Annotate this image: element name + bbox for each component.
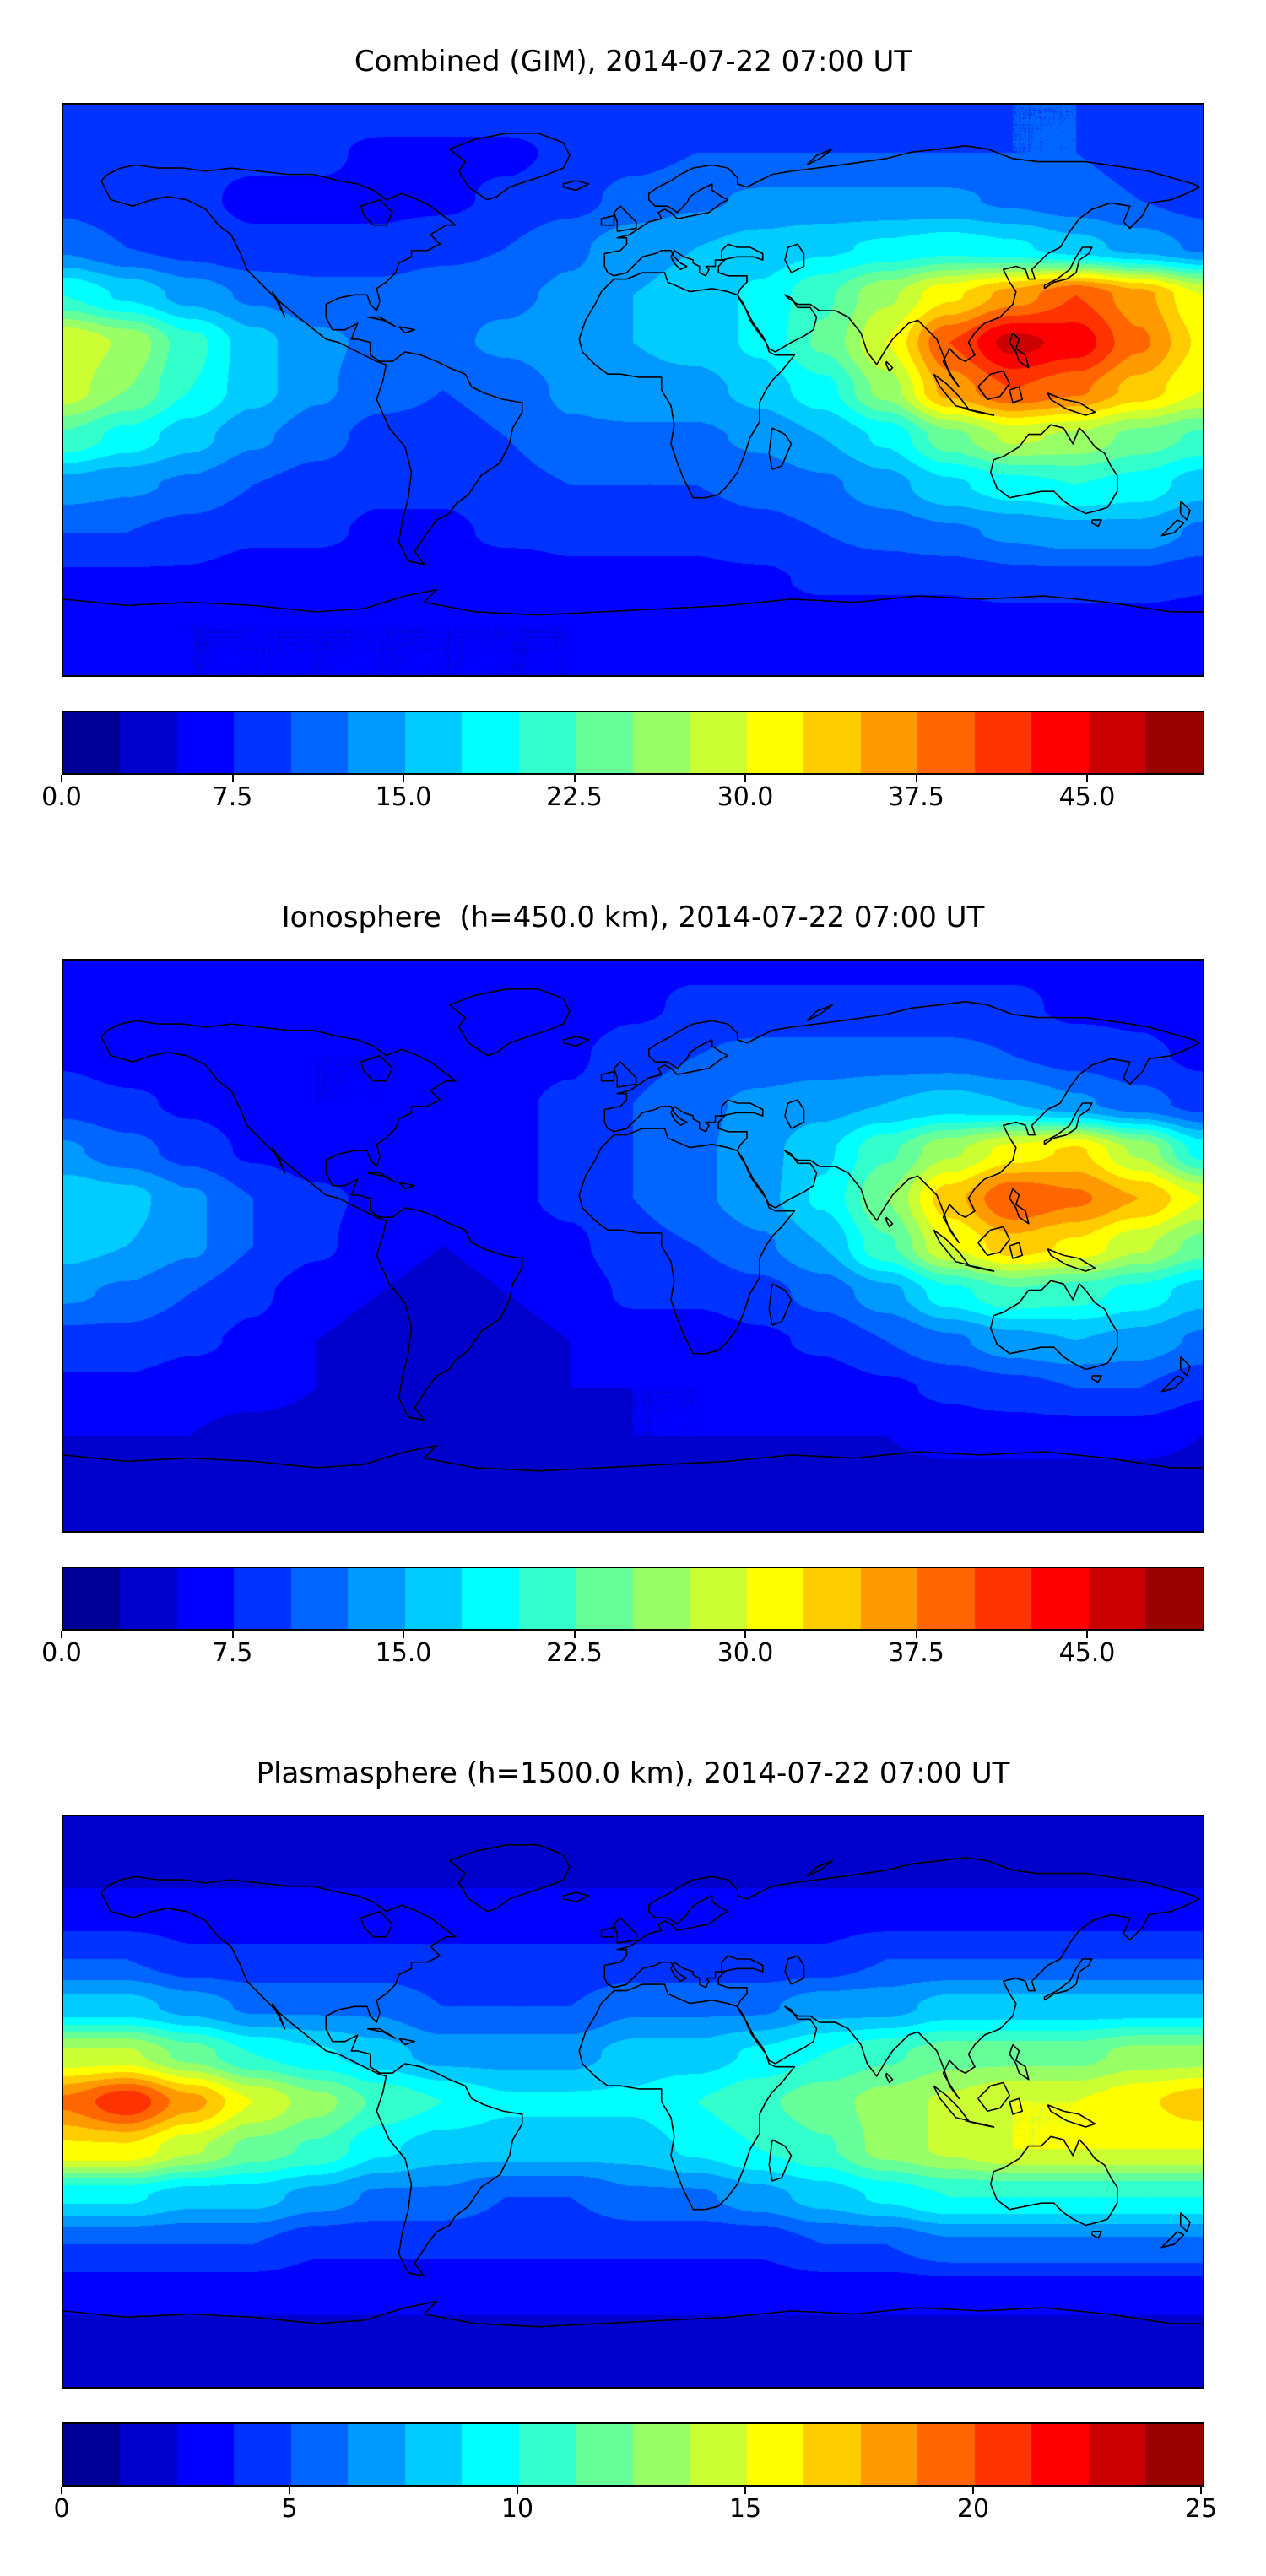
panel-plasmasphere: Plasmasphere (h=1500.0 km), 2014-07-22 0…: [0, 1756, 1266, 2524]
colorbar-canvas: [63, 1568, 1203, 1629]
colorbar-frame: [62, 711, 1204, 775]
coastlines-path: [63, 1845, 1203, 2327]
colorbar-plasmasphere: 0 5 10 15 20 25: [53, 2422, 1217, 2524]
colorbar-tickmark: [517, 2487, 518, 2494]
colorbar-tick-label: 15: [728, 2494, 762, 2524]
panel-title-combined: Combined (GIM), 2014-07-22 07:00 UT: [354, 45, 912, 78]
world-map-ionosphere: [62, 959, 1204, 1533]
colorbar-tickmark: [61, 2487, 62, 2494]
tec-field-canvas-plasmasphere: [63, 1816, 1203, 2387]
coastlines-overlay: [63, 1816, 1203, 2387]
colorbar-tickmark: [915, 775, 917, 782]
colorbar-tickmark: [61, 1631, 62, 1638]
colorbar-tick-label: 5: [281, 2494, 298, 2524]
colorbar-tick-label: 10: [500, 2494, 534, 2524]
colorbar-frame: [62, 2422, 1204, 2487]
colorbar-tick-label: 30.0: [717, 782, 774, 812]
panel-title-ionosphere: Ionosphere (h=450.0 km), 2014-07-22 07:0…: [281, 901, 985, 934]
panel-ionosphere: Ionosphere (h=450.0 km), 2014-07-22 07:0…: [0, 900, 1266, 1668]
colorbar-tickmark: [573, 1631, 576, 1638]
world-map-combined: [62, 103, 1204, 677]
colorbar-tick-row: 0.0 7.5 15.0 22.5 30.0 37.5 45.0: [41, 775, 1201, 812]
coastlines-overlay: [63, 105, 1203, 675]
colorbar-tickmark: [744, 2487, 746, 2494]
colorbar-canvas: [63, 712, 1203, 773]
colorbar-tickmark: [403, 775, 404, 782]
colorbar-tick-label: 37.5: [888, 1638, 944, 1668]
colorbar-tick-label: 22.5: [546, 1638, 603, 1668]
colorbar-tickmark: [744, 1631, 746, 1638]
colorbar-frame: [62, 1567, 1204, 1631]
colorbar-tick-label: 25: [1184, 2494, 1218, 2524]
coastlines-path: [63, 989, 1203, 1471]
colorbar-combined: 0.0 7.5 15.0 22.5 30.0 37.5 45.0: [41, 711, 1204, 812]
colorbar-tick-label: 45.0: [1058, 1638, 1116, 1668]
colorbar-tick-row: 0 5 10 15 20 25: [53, 2487, 1217, 2524]
colorbar-tickmark: [744, 775, 746, 782]
panel-title-plasmasphere: Plasmasphere (h=1500.0 km), 2014-07-22 0…: [256, 1756, 1010, 1790]
colorbar-tick-label: 7.5: [212, 1638, 253, 1668]
colorbar-tick-label: 15.0: [375, 1638, 432, 1668]
coastlines-path: [63, 133, 1203, 615]
colorbar-tick-label: 15.0: [375, 782, 432, 812]
coastlines-overlay: [63, 961, 1203, 1531]
colorbar-tick-label: 30.0: [717, 1638, 774, 1668]
colorbar-canvas: [63, 2424, 1203, 2485]
colorbar-tick-label: 37.5: [888, 782, 944, 812]
colorbar-tick-label: 20: [956, 2494, 990, 2524]
tec-field-canvas-ionosphere: [63, 961, 1203, 1531]
colorbar-tick-label: 45.0: [1058, 782, 1116, 812]
colorbar-tickmark: [231, 775, 234, 782]
tec-maps-figure: Combined (GIM), 2014-07-22 07:00 UT 0.0 7…: [0, 44, 1266, 2524]
colorbar-tickmark: [231, 1631, 234, 1638]
colorbar-tickmark: [403, 1631, 404, 1638]
world-map-plasmasphere: [62, 1815, 1204, 2389]
colorbar-tick-row: 0.0 7.5 15.0 22.5 30.0 37.5 45.0: [41, 1631, 1201, 1668]
colorbar-tickmark: [1086, 1631, 1088, 1638]
colorbar-tickmark: [915, 1631, 917, 1638]
tec-field-canvas-combined: [63, 105, 1203, 675]
colorbar-tickmark: [61, 775, 62, 782]
colorbar-tickmark: [289, 2487, 290, 2494]
colorbar-tickmark: [972, 2487, 974, 2494]
colorbar-tick-label: 0.0: [41, 782, 82, 812]
colorbar-tickmark: [573, 775, 576, 782]
colorbar-tick-label: 7.5: [212, 782, 253, 812]
colorbar-tick-label: 0.0: [41, 1638, 82, 1668]
colorbar-tick-label: 22.5: [546, 782, 603, 812]
colorbar-tickmark: [1200, 2487, 1202, 2494]
panel-combined-gim: Combined (GIM), 2014-07-22 07:00 UT 0.0 7…: [0, 44, 1266, 812]
colorbar-ionosphere: 0.0 7.5 15.0 22.5 30.0 37.5 45.0: [41, 1567, 1204, 1668]
colorbar-tickmark: [1086, 775, 1088, 782]
colorbar-tick-label: 0: [53, 2494, 70, 2524]
